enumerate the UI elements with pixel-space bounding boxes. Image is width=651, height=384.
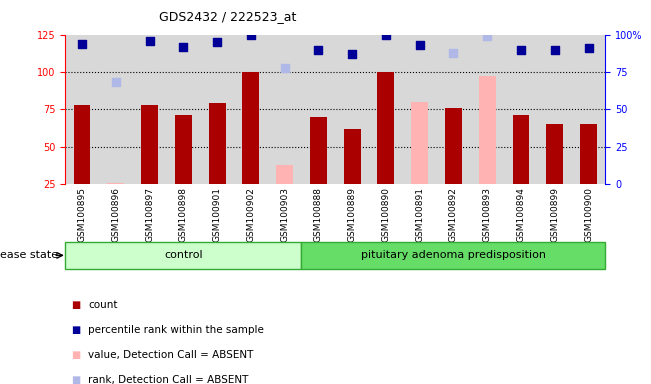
Point: [212, 39, 222, 45]
Bar: [65, 35, 99, 184]
Text: ■: ■: [72, 325, 81, 335]
Bar: [478, 76, 495, 184]
Bar: [470, 35, 504, 184]
Text: GDS2432 / 222523_at: GDS2432 / 222523_at: [159, 10, 297, 23]
Bar: [411, 102, 428, 184]
Bar: [242, 72, 259, 184]
Bar: [234, 35, 268, 184]
Bar: [99, 35, 133, 184]
FancyBboxPatch shape: [301, 242, 605, 269]
Text: percentile rank within the sample: percentile rank within the sample: [88, 325, 264, 335]
Point: [111, 79, 121, 86]
Bar: [335, 35, 369, 184]
Point: [381, 31, 391, 38]
Bar: [74, 105, 90, 184]
Bar: [201, 35, 234, 184]
Bar: [369, 35, 403, 184]
Text: rank, Detection Call = ABSENT: rank, Detection Call = ABSENT: [88, 375, 248, 384]
Point: [482, 33, 492, 39]
Bar: [107, 183, 124, 184]
Text: count: count: [88, 300, 117, 310]
Bar: [445, 108, 462, 184]
Bar: [310, 117, 327, 184]
Bar: [175, 116, 192, 184]
Bar: [133, 35, 167, 184]
Text: ■: ■: [72, 350, 81, 360]
Point: [415, 42, 425, 48]
Bar: [403, 35, 437, 184]
Text: control: control: [164, 250, 202, 260]
Bar: [167, 35, 201, 184]
Bar: [276, 165, 293, 184]
Bar: [538, 35, 572, 184]
Point: [245, 31, 256, 38]
Bar: [580, 124, 597, 184]
Text: disease state: disease state: [0, 250, 59, 260]
Text: ■: ■: [72, 300, 81, 310]
Point: [449, 50, 459, 56]
Point: [347, 51, 357, 57]
Bar: [378, 72, 395, 184]
Bar: [504, 35, 538, 184]
Bar: [546, 124, 563, 184]
Bar: [301, 35, 335, 184]
Bar: [208, 103, 225, 184]
Point: [549, 46, 560, 53]
Bar: [437, 35, 470, 184]
Text: ■: ■: [72, 375, 81, 384]
Point: [583, 45, 594, 51]
Bar: [268, 35, 301, 184]
Point: [279, 65, 290, 71]
Text: pituitary adenoma predisposition: pituitary adenoma predisposition: [361, 250, 546, 260]
Point: [516, 46, 526, 53]
FancyBboxPatch shape: [65, 242, 301, 269]
Bar: [572, 35, 605, 184]
Point: [77, 40, 87, 46]
Point: [145, 38, 155, 44]
Text: value, Detection Call = ABSENT: value, Detection Call = ABSENT: [88, 350, 253, 360]
Bar: [344, 129, 361, 184]
Point: [178, 43, 189, 50]
Point: [313, 46, 324, 53]
Bar: [141, 105, 158, 184]
Bar: [512, 116, 529, 184]
